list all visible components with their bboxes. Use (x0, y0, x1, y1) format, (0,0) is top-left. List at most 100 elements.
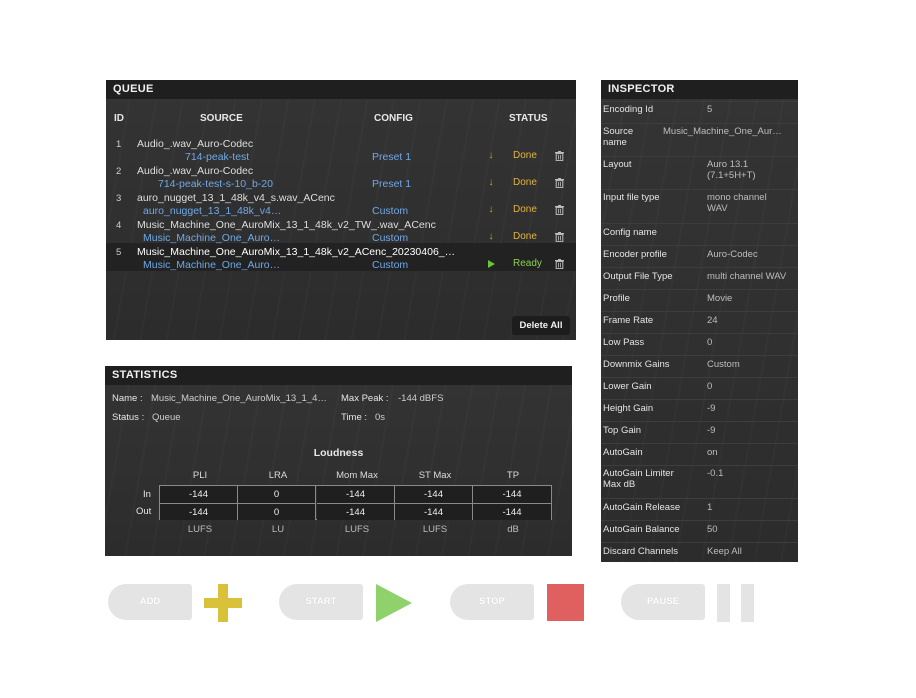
row-id: 3 (116, 193, 122, 204)
loudness-table: -144 0 -144 -144 -144 -144 0 -144 -144 -… (159, 485, 552, 520)
inspector-label: Output File Type (603, 271, 673, 282)
loudness-title: Loudness (313, 447, 364, 459)
max-peak-label: Max Peak : (341, 393, 389, 404)
inspector-value: Music_Machine_One_Aur… (663, 126, 782, 137)
trash-icon[interactable] (555, 232, 564, 242)
stop-button[interactable]: STOP (450, 584, 534, 620)
row-id: 5 (116, 247, 122, 258)
download-icon[interactable]: ↓ (488, 231, 494, 242)
row-config-link[interactable]: Custom (372, 205, 409, 217)
inspector-label: AutoGain Limiter Max dB (603, 468, 674, 490)
queue-row[interactable]: 3 auro_nugget_13_1_48k_v4_s.wav_ACenc au… (106, 191, 576, 218)
inspector-row-downmix-gains: Downmix Gains Custom (601, 355, 798, 377)
statistics-title: STATISTICS (105, 366, 572, 385)
max-peak-value: -144 dBFS (398, 393, 444, 404)
trash-icon[interactable] (555, 178, 564, 188)
inspector-value: Custom (707, 359, 740, 370)
inspector-label: Lower Gain (603, 381, 652, 392)
row-config-link[interactable]: Preset 1 (372, 178, 412, 190)
trash-icon[interactable] (555, 151, 564, 161)
start-button[interactable]: START (279, 584, 363, 620)
inspector-row-config-name: Config name (601, 223, 798, 245)
row-source-name: Audio_.wav_Auro-Codec (137, 165, 254, 177)
loudness-cell: -144 (473, 486, 551, 503)
row-source-name: auro_nugget_13_1_48k_v4_s.wav_ACenc (137, 192, 335, 204)
loudness-cell: -144 (160, 503, 238, 520)
trash-icon[interactable] (555, 205, 564, 215)
loudness-column-st-max: ST Max (418, 470, 452, 481)
inspector-value: Auro 13.1 (7.1+5H+T) (707, 159, 756, 181)
inspector-value: 5 (707, 104, 713, 115)
inspector-row-profile: Profile Movie (601, 289, 798, 311)
loudness-column-mom-max: Mom Max (336, 470, 378, 481)
row-config-link[interactable]: Custom (372, 232, 409, 244)
inspector-row-frame-rate: Frame Rate 24 (601, 311, 798, 333)
inspector-value: Auro-Codec (707, 249, 758, 260)
delete-all-button[interactable]: Delete All (512, 316, 570, 335)
queue-row-selected[interactable]: 5 Music_Machine_One_AuroMix_13_1_48k_v2_… (106, 245, 576, 272)
inspector-label: AutoGain (603, 447, 643, 458)
queue-row[interactable]: 2 Audio_.wav_Auro-Codec 714-peak-test-s-… (106, 164, 576, 191)
name-label: Name : (112, 393, 143, 404)
inspector-value: mono channel WAV (707, 192, 767, 214)
loudness-cell: -144 (317, 486, 395, 503)
loudness-cell: -144 (395, 503, 473, 520)
loudness-unit: dB (507, 524, 519, 535)
play-icon[interactable] (376, 584, 412, 622)
inspector-value: 0 (707, 337, 713, 348)
inspector-value: 0 (707, 381, 713, 392)
inspector-value: on (707, 447, 718, 458)
loudness-column-tp: TP (506, 470, 520, 481)
inspector-label: Profile (603, 293, 630, 304)
row-id: 1 (116, 139, 122, 150)
row-status: Done (513, 204, 537, 215)
column-header-source: SOURCE (200, 113, 243, 124)
row-config-link[interactable]: Preset 1 (372, 151, 412, 163)
loudness-unit: LU (271, 524, 285, 535)
queue-row[interactable]: 4 Music_Machine_One_AuroMix_13_1_48k_v2_… (106, 218, 576, 245)
pause-icon[interactable] (717, 584, 755, 622)
column-header-status: STATUS (509, 113, 548, 124)
time-value: 0s (375, 412, 386, 423)
row-id: 2 (116, 166, 122, 177)
inspector-row-autogain-balance: AutoGain Balance 50 (601, 520, 798, 542)
inspector-panel: INSPECTOR Encoding Id 5 Source name Musi… (601, 80, 798, 562)
queue-row[interactable]: 1 Audio_.wav_Auro-Codec 714-peak-test Pr… (106, 137, 576, 164)
inspector-row-lower-gain: Lower Gain 0 (601, 377, 798, 399)
inspector-label: Low Pass (603, 337, 645, 348)
row-config-link[interactable]: Custom (372, 259, 409, 271)
inspector-value: Keep All (707, 546, 742, 557)
name-value: Music_Machine_One_AuroMix_13_1_4… (151, 393, 327, 404)
download-icon[interactable]: ↓ (488, 177, 494, 188)
inspector-row-autogain: AutoGain on (601, 443, 798, 465)
row-status: Done (513, 177, 537, 188)
inspector-row-encoding-id: Encoding Id 5 (601, 101, 798, 123)
plus-icon[interactable] (204, 584, 242, 622)
inspector-row-input-file-type: Input file type mono channel WAV (601, 189, 798, 223)
inspector-value: multi channel WAV (707, 271, 787, 282)
loudness-unit: LUFS (422, 524, 448, 535)
row-source-subname: Music_Machine_One_Auro… (143, 259, 281, 271)
loudness-cell: -144 (160, 486, 238, 503)
download-icon[interactable]: ↓ (488, 150, 494, 161)
selected-row-highlight (106, 243, 576, 271)
row-status: Done (513, 231, 537, 242)
play-icon[interactable] (486, 258, 496, 271)
download-icon[interactable]: ↓ (488, 204, 494, 215)
pause-button[interactable]: PAUSE (621, 584, 705, 620)
inspector-label: Encoding Id (603, 104, 654, 115)
row-status: Done (513, 150, 537, 161)
inspector-label: Downmix Gains (603, 359, 670, 370)
inspector-row-autogain-limiter: AutoGain Limiter Max dB -0.1 (601, 465, 798, 498)
trash-icon[interactable] (555, 259, 564, 269)
column-header-config: CONFIG (374, 113, 413, 124)
stop-icon[interactable] (547, 584, 584, 621)
inspector-label: AutoGain Release (603, 502, 681, 513)
row-source-name: Audio_.wav_Auro-Codec (137, 138, 254, 150)
status-label: Status : (112, 412, 145, 423)
inspector-value: Movie (707, 293, 733, 304)
status-value: Queue (152, 412, 181, 423)
inspector-value: -0.1 (707, 468, 724, 479)
add-button[interactable]: ADD (108, 584, 192, 620)
row-status: Ready (513, 258, 542, 269)
